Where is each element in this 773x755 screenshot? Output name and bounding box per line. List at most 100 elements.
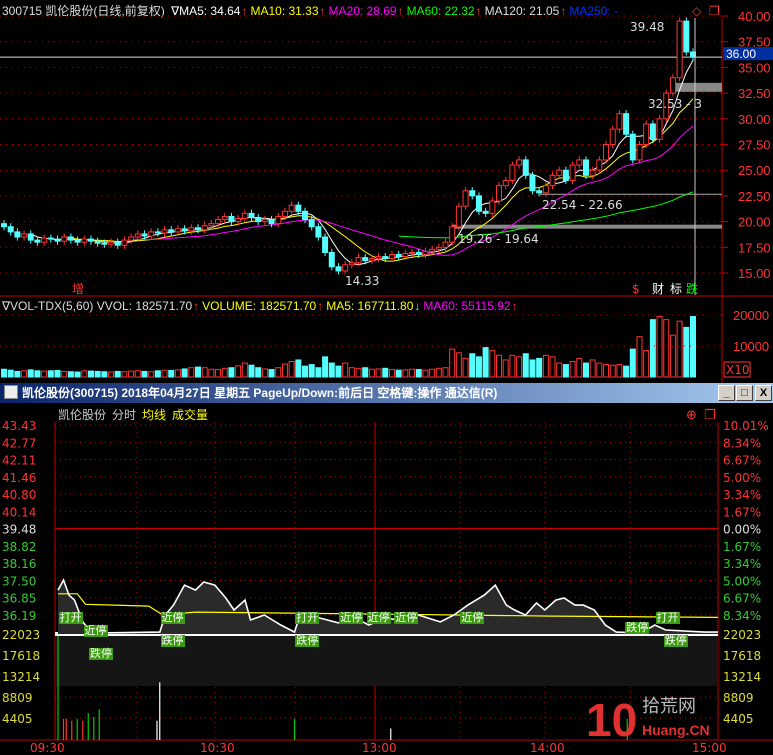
price-tick-label: 38.82 bbox=[2, 540, 36, 554]
candle-body bbox=[475, 195, 482, 212]
candle-body bbox=[569, 164, 576, 181]
volume-bar bbox=[616, 364, 623, 378]
ma-indicator-1: MA10: 31.33 bbox=[250, 4, 319, 18]
intraday-tab-0[interactable]: 凯伦股份 bbox=[58, 408, 107, 422]
restore-icon: ❐ bbox=[709, 4, 720, 18]
volume-tick-label: 4405 bbox=[2, 712, 33, 726]
volume-bar bbox=[623, 365, 630, 378]
candle-body bbox=[154, 231, 161, 234]
volume-bar bbox=[582, 362, 589, 378]
intraday-tab-3[interactable]: 成交量 bbox=[172, 408, 209, 422]
trend-arrow-icon: ↑ bbox=[511, 299, 518, 313]
volume-bar bbox=[241, 362, 248, 378]
candle-body bbox=[101, 242, 108, 245]
candle-body bbox=[388, 253, 395, 260]
intraday-window-titlebar[interactable]: 凯伦股份(300715) 2018年04月27日 星期五 PageUp/Down… bbox=[0, 383, 773, 403]
watermark-logo: 10 拾荒网 Huang.CN bbox=[586, 688, 718, 746]
candle-body bbox=[228, 215, 235, 223]
ma-indicator-5: MA250: - bbox=[569, 4, 619, 18]
price-tick-label: 38.16 bbox=[2, 557, 36, 571]
candle-body bbox=[322, 236, 329, 253]
volume-bar bbox=[308, 364, 315, 378]
volume-bar bbox=[683, 326, 690, 378]
volume-bar bbox=[161, 369, 168, 378]
volume-bar bbox=[676, 320, 683, 378]
intraday-tab-2[interactable]: 均线 bbox=[142, 408, 167, 422]
volume-bar bbox=[455, 352, 462, 378]
price-tick-label: 37.50 bbox=[2, 574, 36, 588]
volume-bar bbox=[201, 367, 208, 378]
volume-bar bbox=[121, 371, 128, 378]
maximize-button[interactable]: □ bbox=[736, 385, 753, 401]
time-axis-label: 15:00 bbox=[692, 741, 727, 755]
volume-tick-label: 4405 bbox=[723, 712, 754, 726]
intraday-tab-1[interactable]: 分时 bbox=[112, 408, 137, 422]
vol-indicator-0: ∇VOL-TDX(5,60) VVOL: 182571.70 bbox=[2, 299, 193, 313]
candle-body bbox=[462, 190, 469, 207]
candle-body bbox=[455, 205, 462, 228]
event-marker: 跌 bbox=[686, 281, 698, 296]
candle-body bbox=[248, 212, 255, 218]
volume-bar bbox=[690, 316, 696, 378]
volume-bar bbox=[67, 371, 74, 378]
volume-tick-label: 8809 bbox=[723, 691, 754, 705]
vol-indicator-2: MA5: 167711.80 bbox=[326, 299, 414, 313]
volume-bar bbox=[288, 361, 295, 378]
volume-bar bbox=[315, 367, 322, 378]
candle-body bbox=[683, 20, 690, 53]
y-tick-label: 32.50 bbox=[738, 86, 771, 101]
candle-body bbox=[268, 219, 275, 225]
candle-body bbox=[629, 133, 636, 161]
volume-tick-label: 13214 bbox=[723, 670, 761, 684]
volume-bar bbox=[636, 336, 643, 378]
volume-bar bbox=[34, 370, 41, 378]
volume-bar bbox=[562, 364, 569, 378]
candle-body bbox=[134, 233, 141, 238]
candle-body bbox=[174, 228, 181, 233]
window-title: 凯伦股份(300715) 2018年04月27日 星期五 PageUp/Down… bbox=[22, 386, 498, 400]
close-button[interactable]: X bbox=[755, 385, 772, 401]
event-marker: 标 bbox=[670, 282, 682, 296]
volume-bar bbox=[174, 369, 181, 378]
volume-bar bbox=[502, 359, 509, 378]
y-tick-label: 40.00 bbox=[738, 9, 771, 24]
time-axis-label: 14:00 bbox=[530, 741, 565, 755]
candle-body bbox=[509, 164, 516, 181]
vol-indicator-1: VOLUME: 182571.70 bbox=[202, 299, 317, 313]
percent-tick-label: 6.67% bbox=[723, 454, 761, 468]
volume-bar bbox=[415, 369, 422, 378]
volume-bar bbox=[556, 362, 563, 378]
candle-body bbox=[315, 226, 322, 238]
candle-body bbox=[522, 159, 529, 176]
volume-unit-label: X10 bbox=[726, 363, 750, 377]
volume-bar bbox=[489, 350, 496, 378]
time-axis-label: 09:30 bbox=[30, 741, 65, 755]
volume-bar bbox=[603, 364, 610, 378]
candle-body bbox=[489, 200, 496, 214]
event-tag: 跌停 bbox=[160, 634, 185, 647]
event-tag: 跌停 bbox=[295, 634, 320, 647]
volume-bar bbox=[87, 370, 94, 378]
volume-bar bbox=[101, 371, 108, 378]
y-tick-label: 22.50 bbox=[738, 189, 771, 204]
candle-body bbox=[355, 257, 362, 264]
volume-bar bbox=[7, 369, 14, 378]
minimize-button[interactable]: _ bbox=[718, 385, 735, 401]
event-tag: 近停 bbox=[394, 611, 419, 624]
volume-bar bbox=[328, 362, 335, 378]
candle-body bbox=[87, 238, 94, 242]
volume-bar bbox=[1, 368, 7, 378]
volume-bar bbox=[663, 319, 670, 378]
daily-chart-header: 300715 凯伦股份(日线,前复权) ∇MA5: 34.64↑ MA10: 31… bbox=[2, 2, 621, 19]
daily-chart[interactable]: 40.00 37.50 35.00 32.50 30.00 27.50 25.00 22.50… bbox=[0, 0, 773, 383]
volume-bar bbox=[435, 367, 442, 378]
volume-bar bbox=[522, 353, 529, 378]
event-marker: $ bbox=[632, 282, 640, 296]
candle-body bbox=[582, 159, 589, 176]
shaded-area bbox=[55, 636, 718, 686]
volume-tick-label: 10000 bbox=[733, 339, 769, 354]
candle-body bbox=[288, 204, 295, 212]
candle-body bbox=[663, 92, 670, 120]
range-band bbox=[672, 82, 722, 92]
